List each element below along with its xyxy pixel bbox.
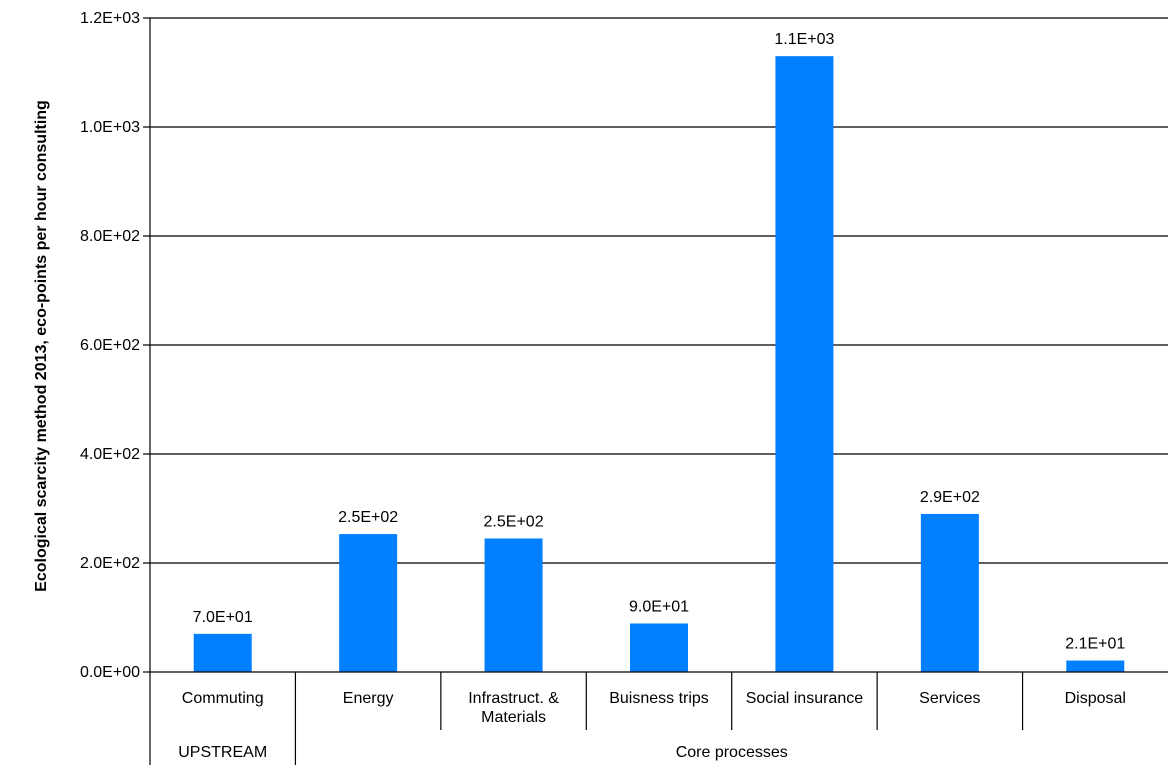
bar <box>775 56 834 672</box>
data-label: 2.5E+02 <box>484 513 544 530</box>
category-label: Social insurance <box>746 690 864 707</box>
category-label: Commuting <box>182 690 264 707</box>
y-axis-title: Ecological scarcity method 2013, eco-poi… <box>33 100 50 592</box>
data-label: 2.1E+01 <box>1065 636 1125 653</box>
data-label: 9.0E+01 <box>629 598 689 615</box>
labels: 0.0E+00 2.0E+02 4.0E+02 6.0E+02 8.0E+02 1.0E+… <box>80 10 1126 761</box>
bars <box>193 56 1125 672</box>
category-label: Infrastruct. & <box>468 690 559 707</box>
y-tick-label: 6.0E+02 <box>80 337 140 354</box>
category-label: Energy <box>343 690 394 707</box>
bar <box>339 534 398 672</box>
data-label: 1.1E+03 <box>774 31 834 48</box>
y-tick-label: 1.2E+03 <box>80 10 140 27</box>
y-tick-label: 0.0E+00 <box>80 664 140 681</box>
bar <box>1066 660 1125 672</box>
group-label: Core processes <box>676 744 788 761</box>
data-label: 2.9E+02 <box>920 489 980 506</box>
axes <box>143 17 1168 765</box>
gridlines <box>150 17 1168 564</box>
bar <box>920 513 979 672</box>
bar <box>484 538 543 672</box>
y-tick-label: 8.0E+02 <box>80 228 140 245</box>
category-label: Services <box>919 690 980 707</box>
category-label: Materials <box>481 709 546 726</box>
y-tick-label: 2.0E+02 <box>80 555 140 572</box>
bar <box>630 623 688 672</box>
y-tick-label: 1.0E+03 <box>80 119 140 136</box>
bar <box>193 633 252 672</box>
y-tick-label: 4.0E+02 <box>80 446 140 463</box>
category-label: Buisness trips <box>609 690 709 707</box>
data-label: 7.0E+01 <box>193 609 253 626</box>
data-label: 2.5E+02 <box>338 509 398 526</box>
category-label: Disposal <box>1065 690 1126 707</box>
group-label: UPSTREAM <box>178 744 267 761</box>
